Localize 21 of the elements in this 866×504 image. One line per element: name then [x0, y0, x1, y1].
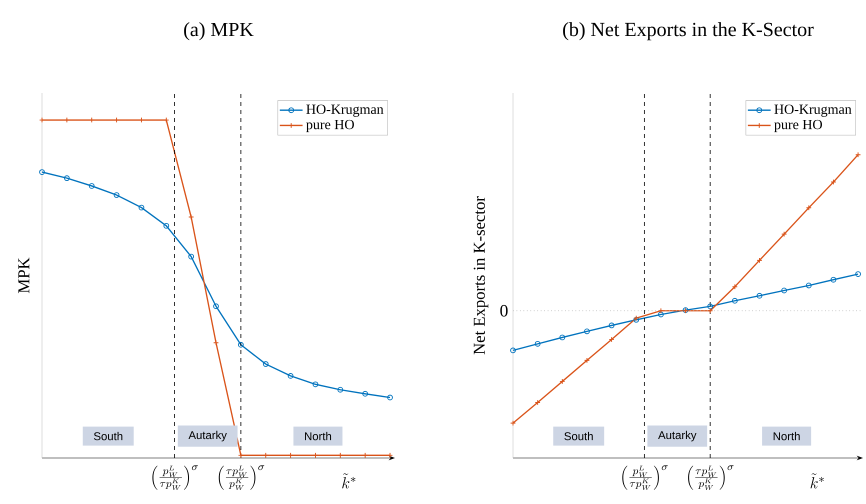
legend-label: HO-Krugman [774, 104, 852, 117]
legend-label: pure HO [306, 120, 354, 132]
annotation: South [94, 432, 122, 440]
ref-line-label: 0 [500, 304, 508, 317]
y-axis-title: Net Exports in K-sector [474, 196, 488, 354]
legend-label: pure HO [774, 120, 822, 132]
y-axis-title: MPK [18, 258, 30, 294]
text: North [774, 432, 800, 440]
x-axis-title: $\tilde{k}^*$ [342, 473, 356, 488]
x-axis-title: $\tilde{k}^*$ [810, 473, 824, 488]
text: $\left(\frac{\tau p_W^L}{p_W^K}\right)^\sigma$ [688, 465, 734, 490]
chart-title: (a) MPK [184, 22, 254, 40]
annotation: Autarky [188, 430, 227, 442]
text: $\left(\frac{p_W^L}{\tau p_W^K}\right)^\sigma$ [622, 465, 668, 490]
annotation: North [305, 432, 332, 440]
legend-label: HO-Krugman [306, 104, 384, 117]
text: $\left(\frac{\tau p_W^L}{p_W^K}\right)^\sigma$ [218, 465, 264, 490]
text: South [564, 432, 593, 440]
chart-title: (b) Net Exports in the K-Sector [563, 22, 814, 40]
text: $\left(\frac{p_W^L}{\tau p_W^K}\right)^\sigma$ [152, 465, 198, 490]
text: Autarky [658, 430, 696, 442]
